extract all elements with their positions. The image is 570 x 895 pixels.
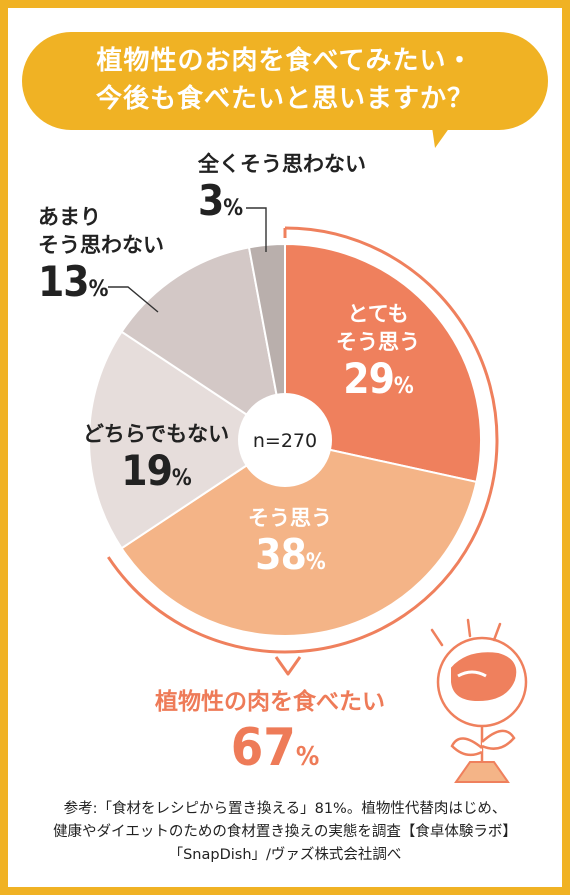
highlight-value-unit: % [295, 742, 320, 772]
source-note-line-3: 「SnapDish」/ヴァズ株式会社調べ [168, 847, 402, 863]
slice-label-strong-no: 全くそう思わない 3% [198, 150, 366, 232]
title-line-2: 今後も食べたいと思いますか？ [95, 84, 474, 114]
title-line-1: 植物性のお肉を食べてみたい・ [96, 46, 474, 76]
highlight-value-number: 67 [230, 718, 296, 778]
slice-label-neutral: どちらでもない 19% [76, 420, 236, 502]
highlight-arc [107, 226, 499, 654]
slice-label-yes: そう思う 38% [230, 504, 350, 586]
slice-no-text-2: そう思わない [38, 233, 164, 257]
slice-label-strong-yes: とても そう思う 29% [318, 300, 438, 410]
highlight-label: 植物性の肉を食べたい [155, 689, 385, 715]
highlight-pointer [274, 656, 302, 676]
pie-center-hole [238, 393, 332, 487]
source-note-line-2: 健康やダイエットのための食材置き換えの実態を調査【食卓体験ラボ】 [53, 824, 517, 840]
slice-no-text-1: あまり [38, 205, 101, 229]
slice-label-no: あまり そう思わない 13% [38, 203, 164, 313]
slice-no-unit: % [88, 277, 109, 302]
steak-fat-line [457, 670, 487, 678]
slice-strong-yes [284, 242, 482, 484]
source-note-line-1: 参考:「食材をレシピから置き換える」81%。植物性代替肉はじめ、 [63, 801, 507, 817]
center-label: n=270 [253, 430, 317, 452]
slice-strong-no-text: 全くそう思わない [198, 152, 366, 176]
steak-icon [451, 652, 517, 702]
slice-strong-no-value: 3 [198, 176, 224, 225]
slice-strong-no-unit: % [223, 196, 243, 221]
plant-soil [454, 761, 510, 783]
leader-no [108, 286, 159, 313]
slice-neutral-text: どちらでもない [82, 422, 230, 446]
leader-strong-no [246, 207, 267, 252]
slice-strong-yes-text-1: とても [347, 302, 409, 326]
sparkle-icon [430, 618, 502, 647]
highlight-value: 67% [200, 718, 350, 787]
chart-title: 植物性のお肉を食べてみたい・ 今後も食べたいと思いますか？ [22, 42, 548, 118]
slice-neutral [88, 330, 287, 550]
slice-yes-unit: % [305, 550, 326, 575]
slice-neutral-unit: % [171, 466, 192, 491]
slice-strong-no [247, 242, 286, 441]
slice-yes-text: そう思う [248, 506, 332, 530]
slice-no [120, 246, 287, 443]
slice-strong-yes-value: 29 [343, 354, 395, 403]
source-note: 参考:「食材をレシピから置き換える」81%。植物性代替肉はじめ、 健康やダイエッ… [0, 798, 570, 867]
slice-yes [120, 438, 478, 637]
title-bubble [22, 32, 548, 130]
plant-leaves [450, 729, 516, 757]
slice-strong-yes-unit: % [393, 374, 414, 399]
slice-no-value: 13 [38, 257, 90, 306]
slice-yes-value: 38 [255, 530, 307, 579]
slice-neutral-value: 19 [121, 446, 173, 495]
slice-strong-yes-text-2: そう思う [336, 330, 420, 354]
